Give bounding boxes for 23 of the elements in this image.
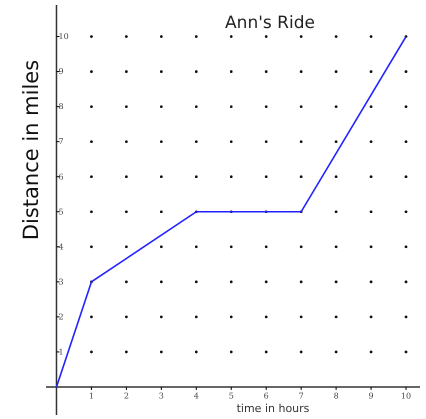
y-tick-label: 7: [58, 137, 64, 146]
y-tick-label: 8: [58, 102, 64, 112]
y-tick-label: 1: [58, 347, 64, 356]
y-tick-label: 2: [58, 312, 64, 322]
x-tick-label: 4: [194, 392, 199, 401]
y-axis-title: Distance in miles: [19, 60, 43, 240]
text: Ann's Ride: [225, 13, 315, 33]
x-tick-label: 8: [334, 392, 339, 401]
x-tick-label: 1: [88, 392, 94, 401]
y-tick-label: 3: [58, 277, 64, 286]
y-tick-label: 10: [58, 32, 69, 42]
x-axis-title: time in hours: [236, 402, 310, 415]
y-tick-label: 5: [58, 207, 64, 216]
y-tick-label: 6: [58, 172, 64, 182]
x-tick-label: 2: [124, 392, 129, 401]
y-tick-label: 9: [58, 67, 64, 76]
x-tick-label: 3: [158, 392, 164, 401]
x-tick-label: 7: [298, 392, 304, 401]
x-tick-label: 10: [400, 392, 412, 401]
x-tick-label: 9: [368, 392, 374, 401]
x-tick-label: 6: [264, 392, 269, 401]
x-tick-label: 5: [228, 392, 234, 401]
y-tick-label: 4: [58, 242, 64, 252]
